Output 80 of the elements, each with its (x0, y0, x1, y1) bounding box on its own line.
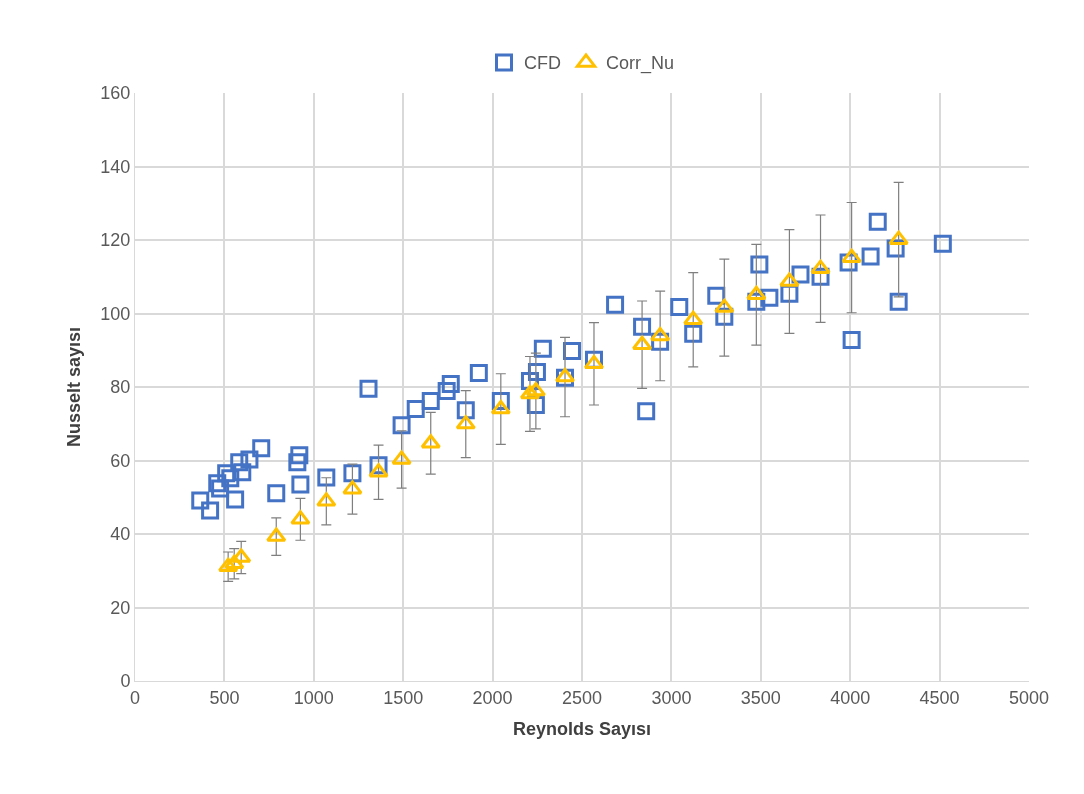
x-axis-title: Reynolds Sayısı (512, 718, 652, 739)
point (714, 298, 735, 313)
y-tick-label: 0 (120, 671, 131, 692)
point (441, 375, 460, 394)
point (221, 469, 240, 488)
point (649, 326, 671, 342)
point (455, 415, 476, 430)
point (288, 453, 307, 472)
point (406, 400, 425, 419)
point (226, 490, 245, 509)
legend-label: Corr_Nu (606, 53, 675, 75)
point (519, 384, 541, 400)
point (266, 527, 287, 542)
point (291, 475, 310, 494)
point (810, 259, 831, 274)
point (317, 468, 336, 487)
x-tick-label: 1500 (383, 687, 424, 708)
point (633, 317, 652, 336)
point (779, 272, 800, 287)
point (208, 474, 227, 493)
y-tick-label: 160 (100, 83, 131, 104)
y-tick-label: 40 (110, 524, 131, 545)
x-tick-label: 5000 (1008, 687, 1050, 708)
x-tick-label: 4500 (919, 687, 960, 708)
point (316, 492, 337, 507)
point (889, 292, 908, 311)
point (290, 446, 309, 465)
point (233, 463, 252, 482)
point (211, 479, 230, 498)
point (191, 491, 210, 510)
point (290, 510, 311, 525)
y-tick-label: 100 (100, 303, 131, 324)
point (469, 364, 488, 383)
x-tick-label: 2500 (561, 687, 603, 708)
point (684, 324, 703, 343)
x-tick-label: 1000 (293, 687, 334, 708)
point (391, 450, 412, 465)
point (201, 501, 220, 520)
point (888, 230, 909, 245)
x-tick-label: 4000 (830, 687, 871, 708)
point (252, 439, 271, 458)
point (267, 484, 286, 503)
point (217, 464, 236, 483)
point (683, 310, 704, 325)
x-tick-label: 3500 (740, 687, 781, 708)
point (437, 382, 456, 401)
legend-label: CFD (524, 53, 561, 74)
point (420, 434, 441, 449)
point (368, 463, 389, 478)
point (842, 330, 861, 349)
y-tick-label: 20 (110, 597, 131, 618)
y-tick-label: 60 (110, 450, 131, 471)
x-tick-label: 2000 (472, 687, 513, 708)
point (861, 247, 880, 266)
y-tick-label: 120 (100, 230, 131, 251)
point (230, 453, 249, 472)
x-tick-label: 3000 (651, 687, 692, 708)
point (606, 295, 625, 314)
y-tick-label: 80 (110, 377, 131, 398)
x-tick-label: 500 (209, 687, 240, 708)
point (359, 379, 378, 398)
point (670, 297, 689, 316)
point (637, 402, 656, 421)
point (746, 285, 767, 301)
point (583, 354, 605, 370)
point (224, 554, 245, 570)
y-axis-title: Nusselt sayısı (63, 326, 84, 448)
point (533, 339, 552, 358)
point (841, 248, 862, 263)
point (343, 464, 362, 483)
point (421, 391, 440, 410)
y-tick-label: 140 (100, 156, 131, 177)
point (392, 416, 411, 435)
point (490, 400, 511, 415)
point (231, 548, 252, 563)
point (933, 234, 952, 253)
point (750, 255, 769, 274)
point (868, 212, 887, 231)
point (240, 450, 259, 469)
point (342, 480, 363, 495)
